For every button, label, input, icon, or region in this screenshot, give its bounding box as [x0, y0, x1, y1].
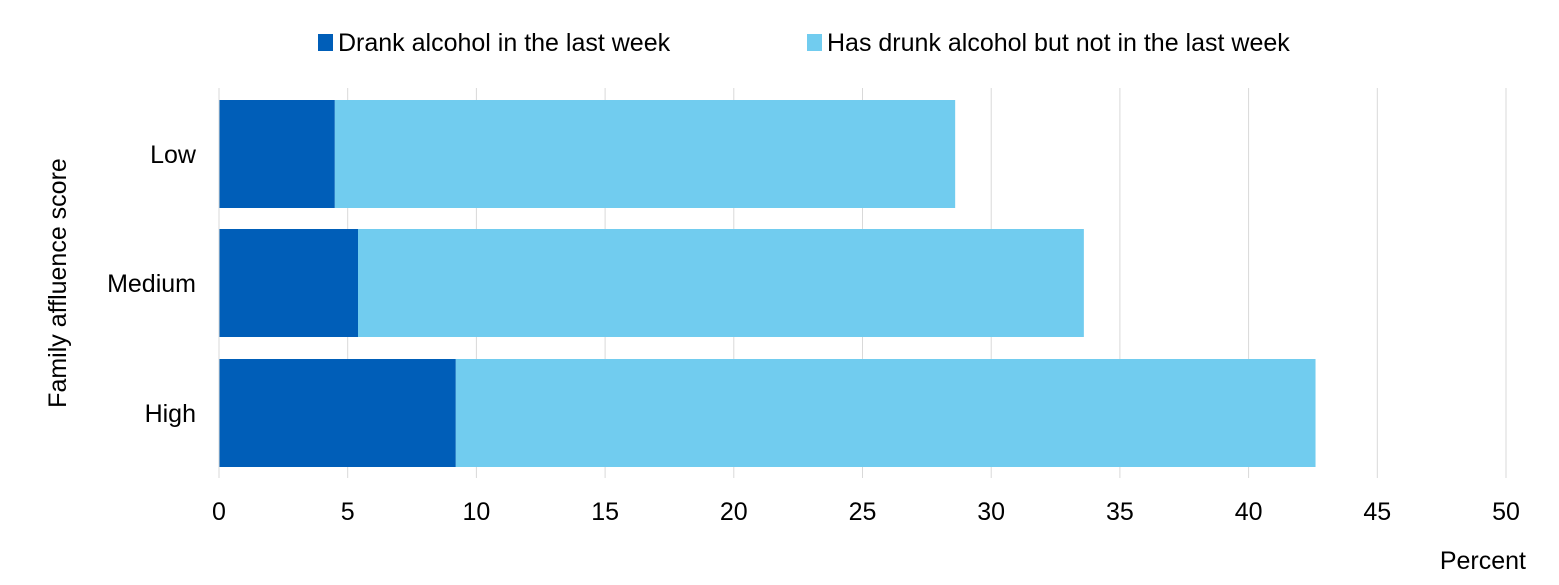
legend-label-not-last-week: Has drunk alcohol but not in the last we… [827, 29, 1290, 57]
x-tick-label: 45 [1363, 498, 1391, 526]
x-tick-label: 10 [462, 498, 490, 526]
x-tick-label: 40 [1235, 498, 1263, 526]
category-label: High [145, 400, 196, 428]
x-tick-label: 0 [212, 498, 226, 526]
legend-swatch-not-last-week [807, 34, 822, 51]
bar-segment [357, 229, 1084, 337]
legend-label-drank-last-week: Drank alcohol in the last week [338, 29, 671, 57]
x-tick-labels: 0 5 10 15 20 25 30 35 40 45 50 [212, 498, 1520, 526]
category-label: Low [150, 141, 197, 169]
bars [218, 88, 1316, 478]
y-axis-title: Family affluence score [44, 158, 72, 408]
x-tick-label: 30 [977, 498, 1005, 526]
x-tick-label: 25 [849, 498, 877, 526]
category-label: Medium [107, 270, 196, 298]
bar-segment [219, 229, 358, 337]
bar-segment [334, 100, 956, 208]
x-tick-label: 20 [720, 498, 748, 526]
x-axis-title: Percent [1440, 547, 1526, 575]
legend: Drank alcohol in the last week Has drunk… [318, 29, 1290, 57]
x-tick-label: 5 [341, 498, 355, 526]
x-tick-label: 15 [591, 498, 619, 526]
bar-segment [219, 359, 456, 467]
legend-swatch-drank-last-week [318, 34, 333, 51]
x-tick-label: 35 [1106, 498, 1134, 526]
bar-segment [455, 359, 1316, 467]
x-tick-label: 50 [1492, 498, 1520, 526]
category-labels: Low Medium High [107, 141, 197, 428]
bar-segment [219, 100, 335, 208]
